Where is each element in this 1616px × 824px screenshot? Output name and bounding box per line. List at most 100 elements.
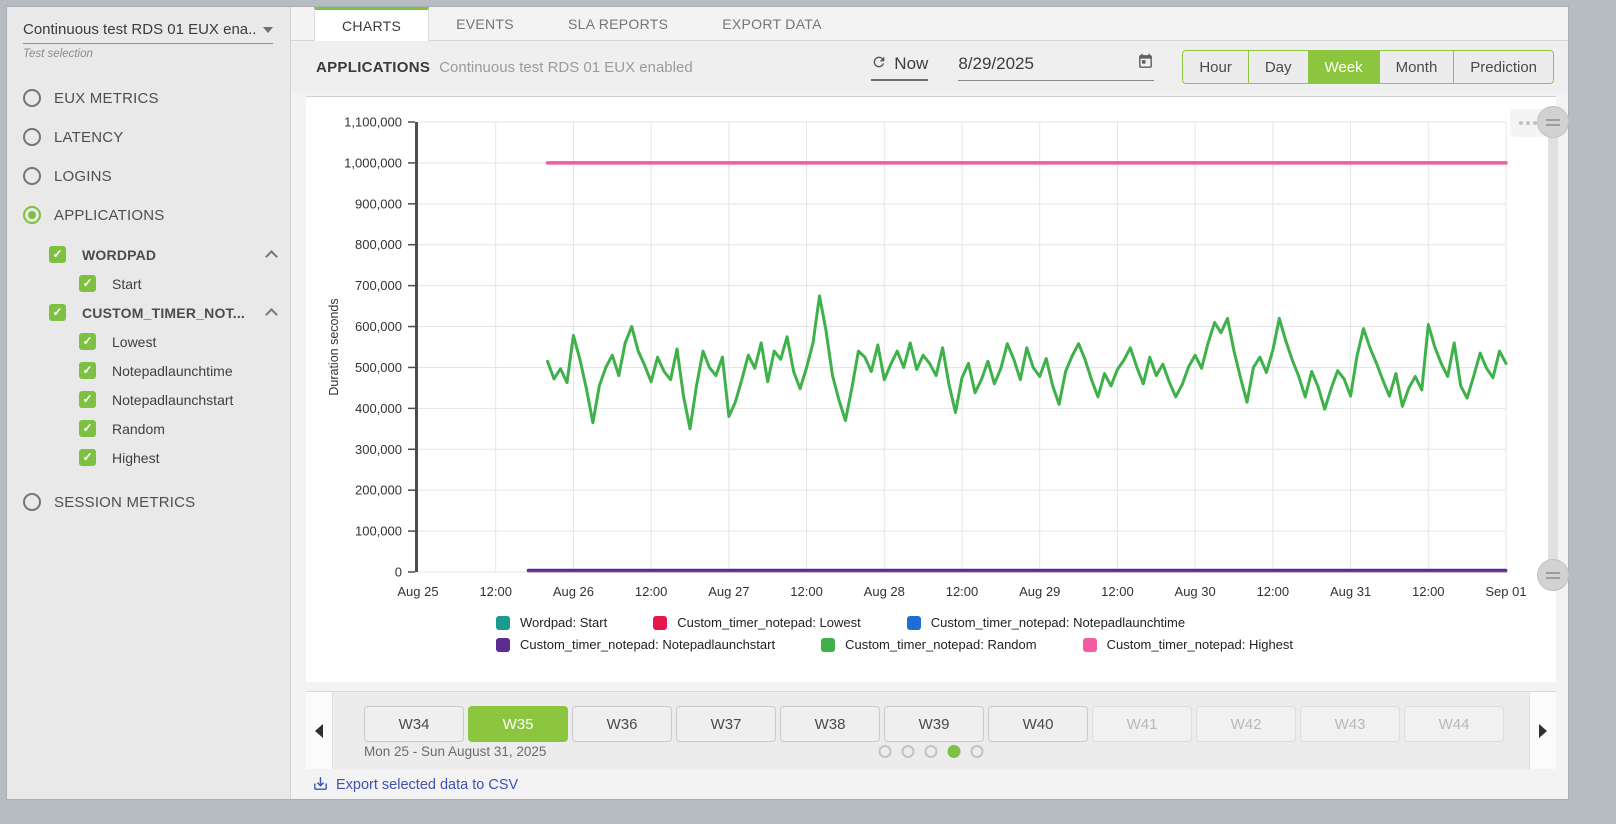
week-button-w37[interactable]: W37 <box>676 706 776 742</box>
tab-events[interactable]: EVENTS <box>456 15 514 32</box>
week-button-w40[interactable]: W40 <box>988 706 1088 742</box>
legend-label: Custom_timer_notepad: Notepadlaunchstart <box>520 637 776 652</box>
section-subtitle: Continuous test RDS 01 EUX enabled <box>439 58 693 76</box>
svg-text:200,000: 200,000 <box>355 483 402 498</box>
svg-text:600,000: 600,000 <box>355 319 402 334</box>
legend-label: Custom_timer_notepad: Lowest <box>677 615 861 630</box>
svg-text:Aug 31: Aug 31 <box>1330 584 1371 599</box>
sidebar-item-custom-timer-not[interactable]: ✓ CUSTOM_TIMER_NOT... <box>49 298 290 327</box>
sidebar-item-wordpad[interactable]: ✓ WORDPAD <box>49 240 290 269</box>
checkbox-icon[interactable]: ✓ <box>79 362 96 379</box>
legend-item-custom-timer-notepad-notepadlaunchtime[interactable]: Custom_timer_notepad: Notepadlaunchtime <box>906 615 1185 630</box>
radio-icon[interactable] <box>23 128 41 146</box>
week-button-w41: W41 <box>1092 706 1192 742</box>
pager-dot-5[interactable] <box>970 745 984 758</box>
sidebar-item-latency[interactable]: LATENCY <box>23 123 266 151</box>
tab-bar: CHARTS EVENTS SLA REPORTS EXPORT DATA <box>291 7 1568 41</box>
week-button-w35[interactable]: W35 <box>468 706 568 742</box>
sidebar-item-logins[interactable]: LOGINS <box>23 162 266 190</box>
week-prev-button[interactable] <box>306 692 333 769</box>
sidebar-item-notepadlaunchtime[interactable]: ✓ Notepadlaunchtime <box>79 356 290 385</box>
week-button-w39[interactable]: W39 <box>884 706 984 742</box>
calendar-icon <box>1137 53 1154 75</box>
legend-label: Custom_timer_notepad: Random <box>845 637 1037 652</box>
svg-text:Aug 28: Aug 28 <box>864 584 905 599</box>
sidebar-item-lowest[interactable]: ✓ Lowest <box>79 327 290 356</box>
svg-text:12:00: 12:00 <box>1412 584 1445 599</box>
week-next-button[interactable] <box>1529 692 1556 769</box>
pager-dot-1[interactable] <box>878 745 892 758</box>
now-label: Now <box>894 54 929 73</box>
checkbox-icon[interactable]: ✓ <box>49 304 66 321</box>
collapse-icon[interactable] <box>265 308 278 321</box>
sidebar-item-session-metrics[interactable]: SESSION METRICS <box>23 488 266 516</box>
pager-dot-2[interactable] <box>901 745 915 758</box>
legend-item-custom-timer-notepad-lowest[interactable]: Custom_timer_notepad: Lowest <box>653 615 861 630</box>
sidebar-item-applications[interactable]: APPLICATIONS <box>23 201 266 229</box>
series-custom-timer-notepad-random <box>546 294 1508 431</box>
now-button[interactable]: Now <box>871 54 929 81</box>
chart-panel: 0 100,000 200,000 300,000 400,000 500,000 600,… <box>306 96 1569 682</box>
legend-item-custom-timer-notepad-notepadlaunchstart[interactable]: Custom_timer_notepad: Notepadlaunchstart <box>496 637 775 652</box>
radio-icon[interactable] <box>23 493 41 511</box>
checkbox-icon[interactable]: ✓ <box>79 333 96 350</box>
sidebar-item-eux-metrics[interactable]: EUX METRICS <box>23 84 266 112</box>
range-button-prediction[interactable]: Prediction <box>1453 51 1553 83</box>
week-range-label: Mon 25 - Sun August 31, 2025 <box>364 744 547 759</box>
arrow-right-icon <box>1539 723 1547 738</box>
export-csv-link[interactable]: Export selected data to CSV <box>312 775 518 796</box>
radio-icon[interactable] <box>23 206 41 224</box>
sidebar-item-notepadlaunchstart[interactable]: ✓ Notepadlaunchstart <box>79 385 290 414</box>
range-button-day[interactable]: Day <box>1247 51 1308 83</box>
legend-item-custom-timer-notepad-highest[interactable]: Custom_timer_notepad: Highest <box>1082 637 1294 652</box>
sidebar-items: EUX METRICS LATENCY LOGINS APPLICATIONS ✓ WOR… <box>23 84 290 516</box>
checkbox-icon[interactable]: ✓ <box>79 420 96 437</box>
vertical-zoom-handle-bottom[interactable] <box>1537 559 1569 591</box>
checkbox-icon[interactable]: ✓ <box>79 449 96 466</box>
legend-item-custom-timer-notepad-random[interactable]: Custom_timer_notepad: Random <box>821 637 1037 652</box>
sidebar-item-label: Notepadlaunchstart <box>112 391 234 408</box>
svg-text:700,000: 700,000 <box>355 278 402 293</box>
export-csv-label: Export selected data to CSV <box>336 777 519 793</box>
pager-dot-3[interactable] <box>924 745 938 758</box>
tab-export-data[interactable]: EXPORT DATA <box>722 15 822 32</box>
legend-swatch-icon <box>821 637 836 652</box>
pager-dot-4[interactable] <box>947 745 961 758</box>
test-selection-dropdown[interactable]: Continuous test RDS 01 EUX ena... Test s… <box>23 21 273 60</box>
radio-icon[interactable] <box>23 89 41 107</box>
radio-icon[interactable] <box>23 167 41 185</box>
sidebar-item-start[interactable]: ✓ Start <box>79 269 290 298</box>
svg-text:300,000: 300,000 <box>355 442 402 457</box>
week-button-w38[interactable]: W38 <box>780 706 880 742</box>
collapse-icon[interactable] <box>265 250 278 263</box>
vertical-zoom-track[interactable] <box>1548 122 1558 577</box>
checkbox-icon[interactable]: ✓ <box>49 246 66 263</box>
tab-charts[interactable]: CHARTS <box>314 7 430 41</box>
svg-text:Aug 30: Aug 30 <box>1175 584 1216 599</box>
main-content: CHARTS EVENTS SLA REPORTS EXPORT DATA APPLI… <box>291 7 1569 801</box>
sidebar-item-label: EUX METRICS <box>54 89 159 107</box>
app-window: Continuous test RDS 01 EUX ena... Test s… <box>6 6 1569 800</box>
range-button-week[interactable]: Week <box>1307 51 1379 83</box>
checkbox-icon[interactable]: ✓ <box>79 391 96 408</box>
range-button-month[interactable]: Month <box>1378 51 1454 83</box>
sidebar-item-label: CUSTOM_TIMER_NOT... <box>82 304 246 321</box>
sidebar-item-highest[interactable]: ✓ Highest <box>79 443 290 472</box>
week-button-w43: W43 <box>1300 706 1400 742</box>
legend-item-wordpad-start[interactable]: Wordpad: Start <box>496 615 607 630</box>
sidebar-item-label: Lowest <box>112 333 157 350</box>
tab-sla-reports[interactable]: SLA REPORTS <box>567 15 669 32</box>
week-button-w34[interactable]: W34 <box>364 706 464 742</box>
svg-text:1,000,000: 1,000,000 <box>344 155 402 170</box>
week-button-w36[interactable]: W36 <box>572 706 672 742</box>
week-button-w44: W44 <box>1404 706 1504 742</box>
svg-text:1,100,000: 1,100,000 <box>344 115 402 130</box>
vertical-zoom-handle-top[interactable] <box>1537 106 1569 138</box>
checkbox-icon[interactable]: ✓ <box>79 275 96 292</box>
sidebar-item-random[interactable]: ✓ Random <box>79 414 290 443</box>
export-row: Export selected data to CSV <box>291 769 1568 801</box>
range-button-hour[interactable]: Hour <box>1183 51 1248 83</box>
legend-label: Custom_timer_notepad: Highest <box>1106 637 1294 652</box>
date-picker[interactable]: 8/29/2025 <box>958 53 1155 81</box>
svg-text:500,000: 500,000 <box>355 360 402 375</box>
